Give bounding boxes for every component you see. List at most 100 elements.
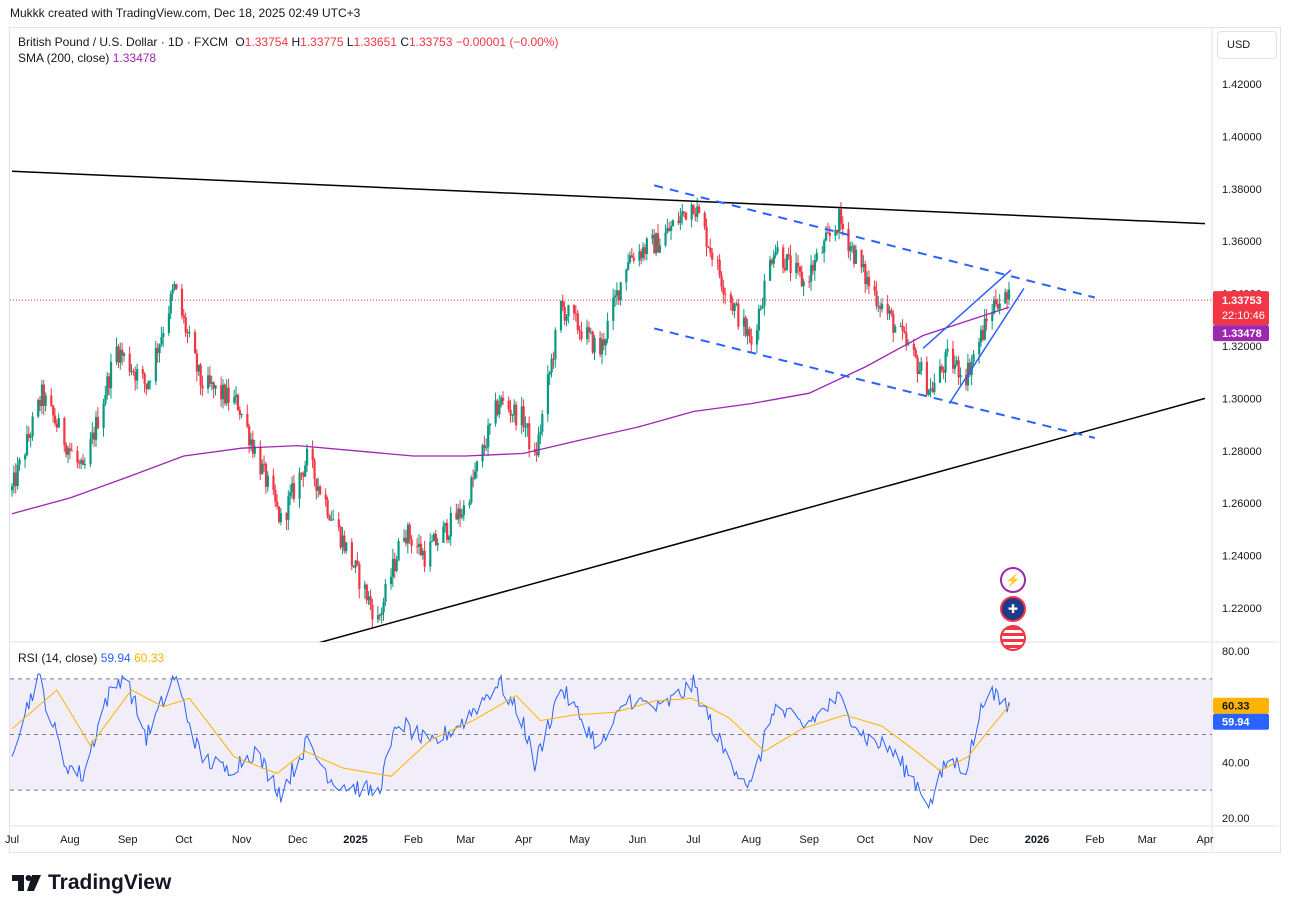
candle-body [526, 423, 529, 427]
candle-body [940, 366, 943, 371]
last-price-tag-bg [1213, 291, 1269, 326]
candle-body [212, 382, 215, 389]
candle-body [914, 349, 917, 358]
candle-body [656, 233, 660, 253]
candle-body [406, 524, 409, 544]
upper-trendline [11, 170, 1206, 225]
price-pane[interactable] [10, 170, 1212, 648]
candle-body [95, 416, 98, 440]
candle-body [369, 596, 372, 605]
candle-body [942, 370, 945, 373]
candle-body [117, 346, 120, 363]
candle-body [380, 612, 383, 616]
candle-body [44, 395, 47, 406]
candle-body [953, 364, 957, 369]
candle-body [225, 387, 228, 404]
candle-body [328, 515, 331, 520]
candle-body [681, 211, 684, 216]
sma-price-tag: 1.33478 [1222, 328, 1262, 340]
candle-body [287, 496, 290, 520]
candle-body [912, 343, 915, 350]
candle-body [145, 383, 148, 389]
candle-body [929, 388, 932, 390]
currency-button[interactable]: USD [1217, 31, 1277, 59]
us-flag-icon[interactable] [1000, 625, 1026, 651]
uk-flag-icon[interactable]: ✚ [1000, 596, 1026, 622]
candle-body [171, 289, 174, 294]
candle-body [352, 565, 355, 568]
candle-body [354, 560, 357, 568]
sma-legend[interactable]: SMA (200, close) 1.33478 [18, 51, 156, 65]
tradingview-logo[interactable]: TradingView [12, 871, 171, 895]
candle-body [160, 336, 163, 345]
candle-body [418, 543, 421, 547]
candle-body [285, 513, 288, 520]
candle-body [102, 403, 105, 429]
candle-body [108, 376, 111, 389]
time-tick-label: Feb [404, 834, 423, 846]
time-tick-label: Mar [1138, 834, 1157, 846]
time-tick-label: Apr [1196, 834, 1213, 846]
candle-body [671, 220, 675, 227]
candle-body [841, 223, 845, 229]
candle-body [606, 320, 609, 339]
candle-body [25, 434, 29, 456]
rsi-pane[interactable] [11, 673, 1010, 810]
candle-body [683, 211, 686, 213]
candle-body [698, 206, 701, 213]
candle-body [475, 461, 479, 472]
candle-body [173, 284, 176, 290]
candle-body [853, 245, 856, 264]
candle-body [313, 460, 316, 479]
symbol-label[interactable]: British Pound / U.S. Dollar · 1D · FXCM [18, 35, 229, 49]
candle-body [324, 494, 327, 500]
time-tick-label: Sep [118, 834, 138, 846]
candle-body [875, 290, 878, 306]
candle-body [783, 267, 787, 271]
candle-body [515, 404, 518, 426]
candle-body [694, 213, 697, 217]
candle-body [554, 330, 557, 360]
candle-body [81, 460, 85, 465]
candle-body [277, 506, 281, 523]
candle-body [154, 348, 157, 382]
candle-body [684, 212, 688, 220]
candle-body [785, 254, 788, 271]
lightning-icon[interactable]: ⚡ [1000, 567, 1026, 593]
candle-body [625, 269, 628, 283]
candle-body [393, 558, 396, 572]
candle-body [292, 483, 296, 499]
candle-body [31, 416, 34, 437]
candle-body [772, 255, 775, 264]
price-tick-label: 1.28000 [1222, 446, 1262, 458]
candle-body [604, 338, 607, 346]
candle-body [345, 542, 348, 552]
candle-body [208, 375, 212, 384]
grid [10, 28, 1279, 851]
candle-body [572, 305, 576, 314]
candle-body [481, 445, 484, 462]
candle-body [343, 535, 346, 552]
candle-body [716, 259, 719, 261]
candle-body [537, 434, 540, 456]
candle-body [826, 232, 830, 234]
candle-body [462, 505, 466, 516]
candle-body [279, 513, 283, 523]
candle-body [645, 238, 648, 254]
rsi-legend[interactable]: RSI (14, close) 59.94 60.33 [18, 651, 164, 665]
candle-body [705, 226, 708, 247]
candle-body [397, 541, 400, 561]
candle-body [1004, 292, 1007, 304]
candle-body [169, 293, 172, 314]
candle-body [408, 524, 411, 540]
candle-body [528, 423, 531, 450]
candle-body [643, 247, 647, 254]
candle-body [668, 227, 671, 232]
candle-body [363, 584, 367, 589]
open-label: O [235, 35, 245, 49]
candle-body [132, 371, 135, 373]
time-tick-label: Dec [969, 834, 989, 846]
candle-body [350, 542, 353, 566]
candle-body [483, 445, 486, 449]
